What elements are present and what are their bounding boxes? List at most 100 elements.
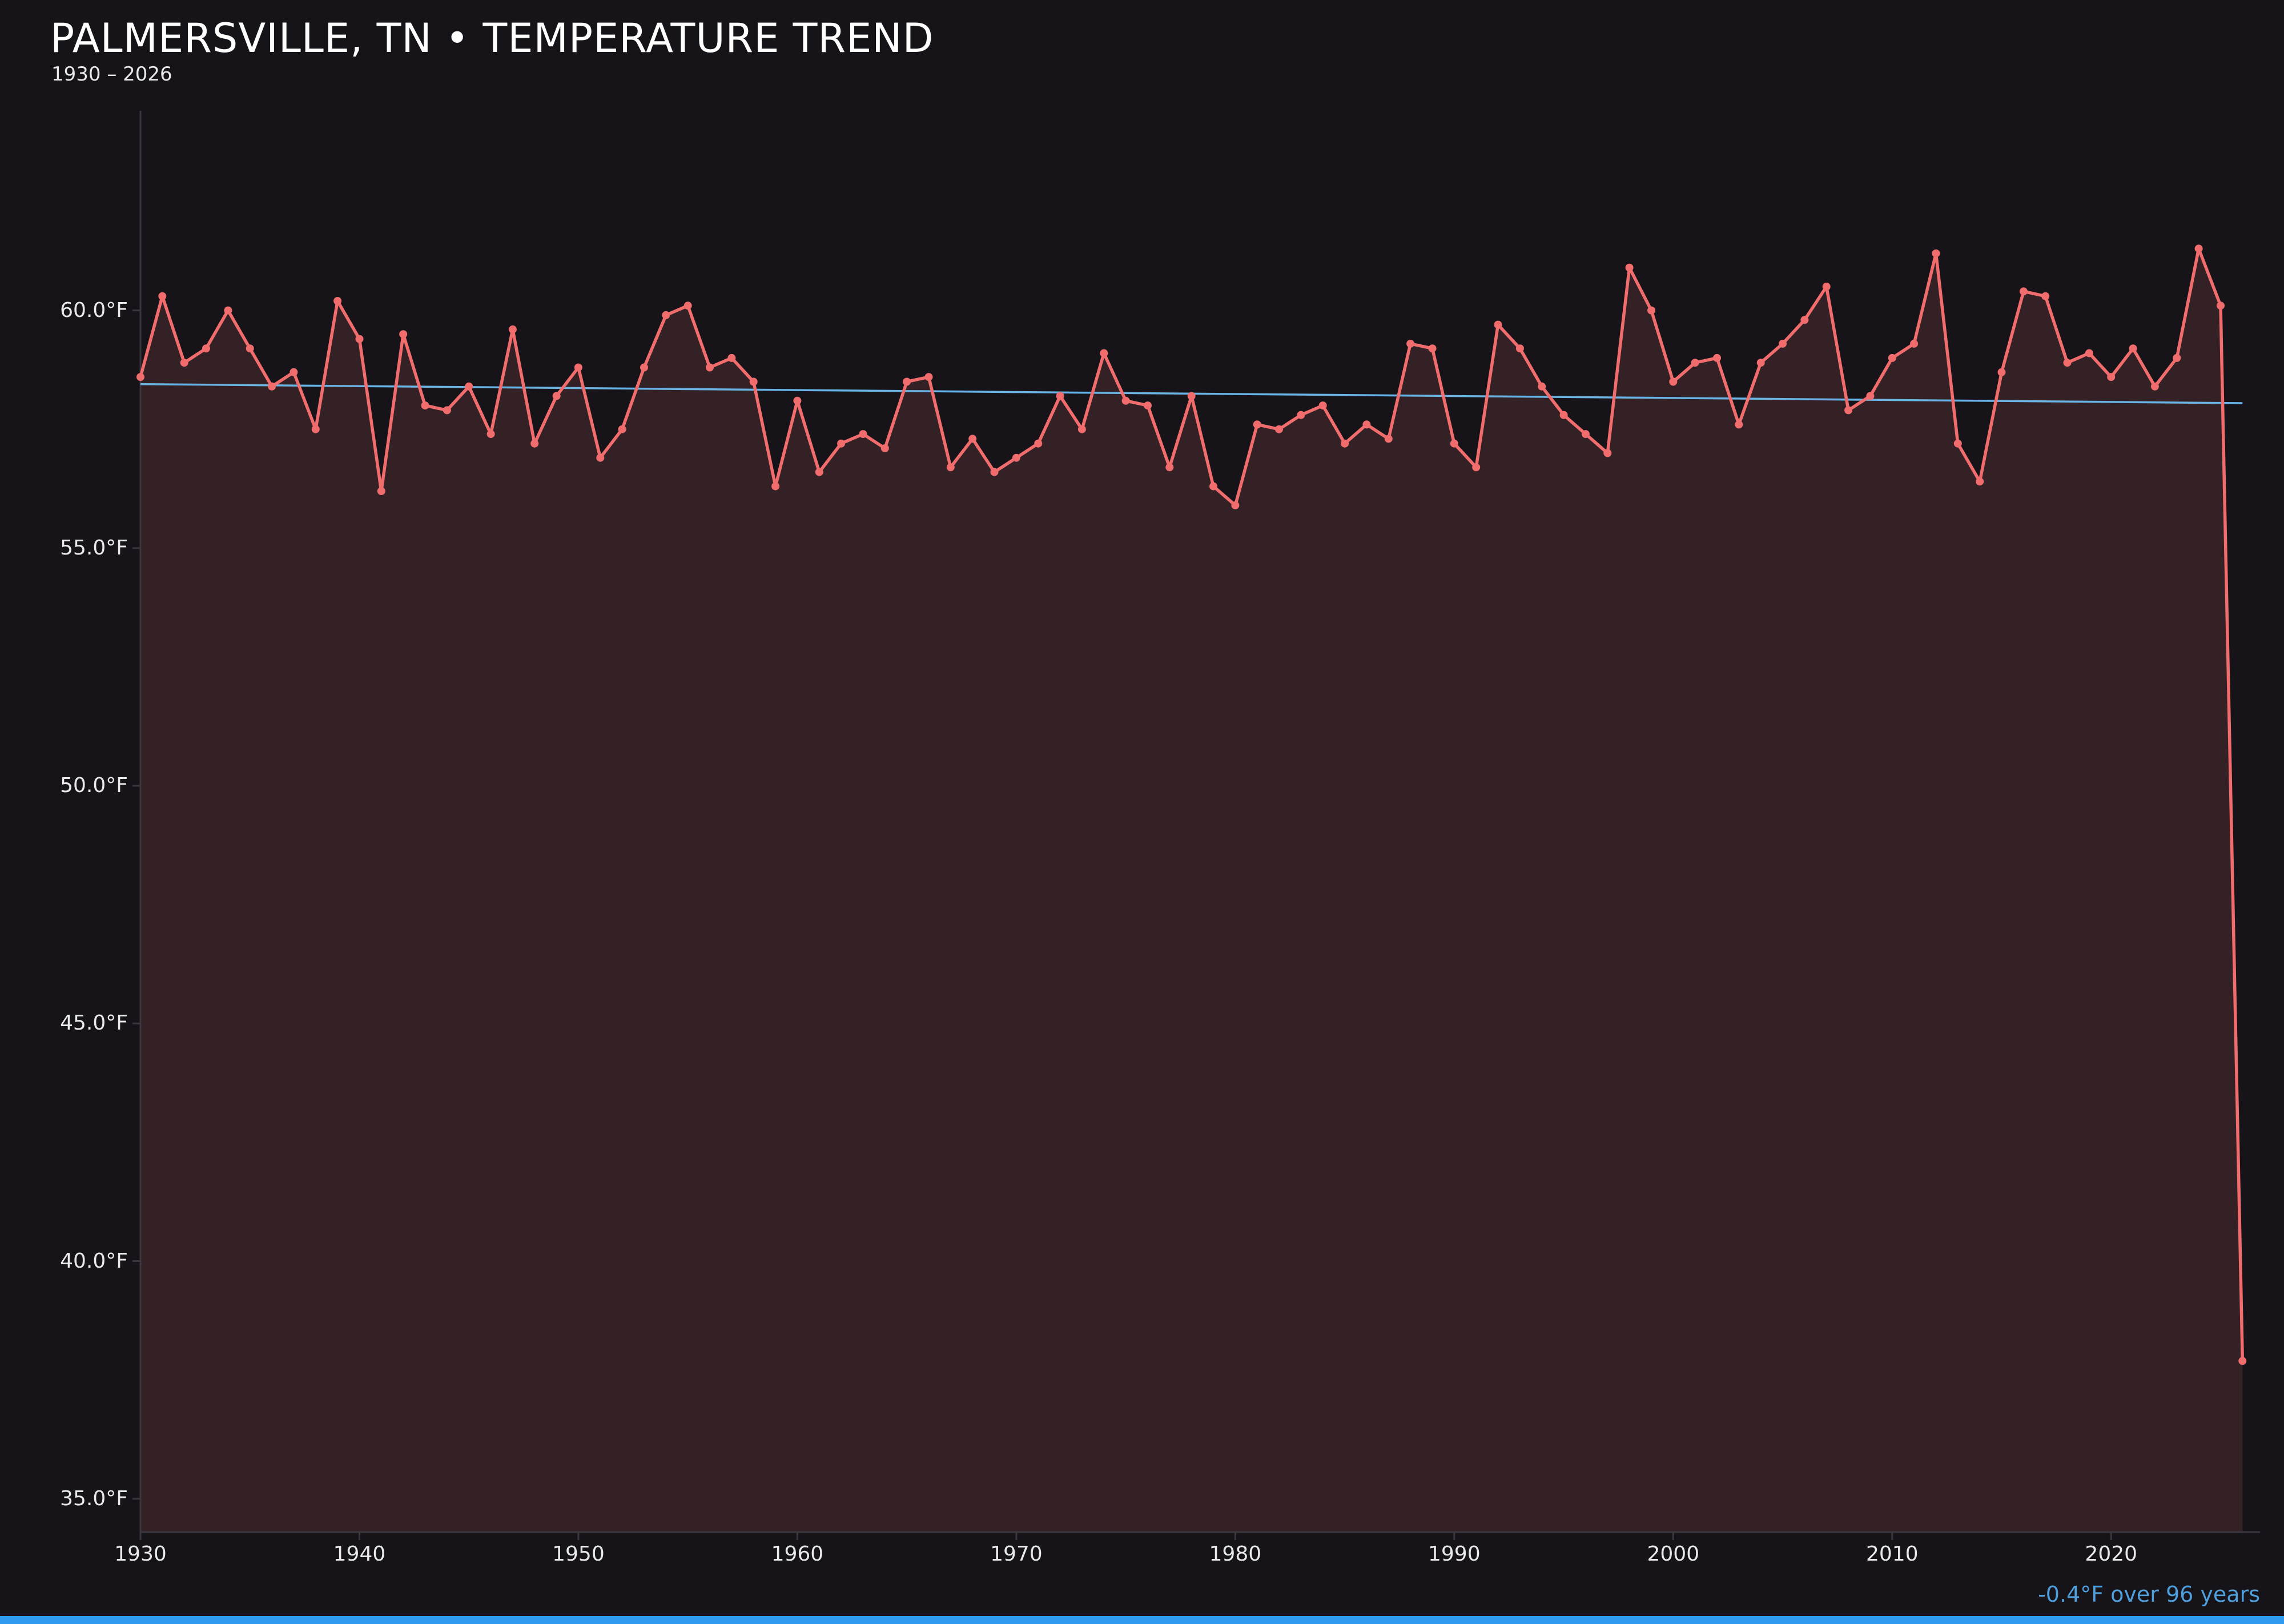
data-point-marker [1756,359,1765,367]
data-point-marker [1997,368,2006,376]
data-point-marker [399,330,408,339]
x-tick-label: 1990 [1428,1542,1481,1566]
data-point-marker [1953,439,1962,448]
data-point-marker [1844,406,1853,415]
data-point-marker [2041,292,2050,300]
data-point-marker [1056,392,1064,400]
data-point-marker [1406,339,1415,348]
data-point-marker [443,406,451,415]
y-tick-label: 35.0°F [60,1486,128,1510]
bottom-accent-bar [0,1616,2284,1624]
data-point-marker [1888,353,1896,362]
y-tick-label: 55.0°F [60,536,128,560]
data-point-marker [1100,349,1108,357]
data-point-marker [574,363,582,372]
data-point-marker [1121,396,1130,405]
x-tick-label: 1950 [552,1542,605,1566]
data-point-marker [1976,477,1984,486]
data-point-marker [2107,373,2116,381]
data-point-marker [311,425,320,433]
data-point-marker [1581,430,1590,439]
data-point-marker [1822,283,1831,291]
data-point-marker [683,302,692,310]
data-point-marker [1384,435,1393,443]
data-point-marker [1012,453,1020,462]
data-point-marker [640,363,648,372]
data-point-marker [1494,320,1502,329]
data-point-marker [946,463,955,472]
area-fill [140,248,2243,1533]
data-point-marker [202,344,210,353]
data-point-marker [552,392,561,400]
data-point-marker [727,353,736,362]
data-point-marker [1362,420,1371,429]
data-point-marker [1275,425,1283,433]
data-point-marker [1866,392,1875,400]
data-point-marker [596,453,605,462]
x-tick-label: 1940 [333,1542,386,1566]
data-point-marker [508,325,517,333]
data-point-marker [355,335,364,343]
data-point-marker [289,368,298,376]
data-point-marker [180,359,188,367]
data-point-marker [924,373,933,381]
data-point-marker [2173,353,2181,362]
data-point-marker [136,373,144,381]
data-point-marker [2194,244,2203,253]
x-tick-label: 2000 [1647,1542,1700,1566]
data-point-marker [1472,463,1481,472]
data-point-marker [246,344,254,353]
data-point-marker [968,435,977,443]
data-point-marker [377,487,385,495]
x-tick-label: 2010 [1865,1542,1919,1566]
data-point-marker [2063,359,2072,367]
x-tick-label: 1960 [771,1542,824,1566]
data-point-marker [903,377,911,386]
x-tick-label: 1980 [1209,1542,1262,1566]
data-point-marker [815,468,823,476]
x-tick-label: 2020 [2085,1542,2138,1566]
data-point-marker [990,468,999,476]
data-point-marker [1428,344,1437,353]
data-point-marker [771,482,780,491]
data-point-marker [1625,263,1634,272]
data-point-marker [486,430,495,439]
data-point-marker [859,430,867,439]
data-point-marker [1647,306,1655,315]
data-point-marker [465,382,473,391]
data-point-marker [1603,449,1612,457]
data-point-marker [1341,439,1349,448]
data-point-marker [1910,339,1919,348]
data-point-marker [1165,463,1174,472]
data-point-marker [1713,353,1721,362]
data-point-marker [662,311,670,319]
data-point-marker [1932,249,1940,258]
data-point-marker [706,363,714,372]
data-point-marker [268,382,276,391]
data-point-marker [1034,439,1043,448]
data-point-marker [1077,425,1086,433]
data-point-marker [1209,482,1217,491]
data-point-marker [2085,349,2093,357]
data-point-marker [1538,382,1546,391]
data-point-marker [2150,382,2159,391]
data-point-marker [1779,339,1787,348]
data-point-marker [2019,287,2028,296]
x-tick-label: 1970 [990,1542,1043,1566]
data-point-marker [1253,420,1261,429]
data-point-marker [1669,377,1678,386]
data-point-marker [2238,1357,2247,1365]
data-point-marker [837,439,846,448]
data-point-marker [1515,344,1524,353]
data-point-marker [2129,344,2137,353]
data-point-marker [880,444,889,452]
y-tick-label: 45.0°F [60,1011,128,1035]
data-point-marker [1559,411,1568,419]
y-tick-label: 40.0°F [60,1249,128,1273]
data-point-marker [1231,501,1240,509]
y-tick-label: 60.0°F [60,298,128,322]
data-point-marker [1691,359,1699,367]
data-point-marker [1318,401,1327,410]
